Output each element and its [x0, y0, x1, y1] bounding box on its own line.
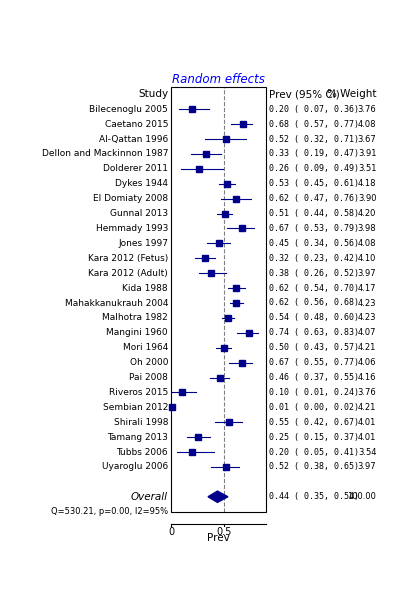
Text: 0.62 ( 0.47, 0.76): 0.62 ( 0.47, 0.76)	[269, 194, 359, 203]
Text: Prev (95% CI): Prev (95% CI)	[269, 89, 340, 100]
Text: 0.53 ( 0.45, 0.61): 0.53 ( 0.45, 0.61)	[269, 179, 359, 188]
Text: Gunnal 2013: Gunnal 2013	[110, 209, 168, 218]
Text: Kara 2012 (Fetus): Kara 2012 (Fetus)	[88, 254, 168, 263]
Text: 0.45 ( 0.34, 0.56): 0.45 ( 0.34, 0.56)	[269, 239, 359, 248]
Text: 4.23: 4.23	[358, 298, 376, 307]
Text: 100.00: 100.00	[347, 492, 376, 501]
Text: Al-Qattan 1996: Al-Qattan 1996	[99, 134, 168, 143]
Text: 4.01: 4.01	[358, 418, 376, 427]
Text: 0.38 ( 0.26, 0.52): 0.38 ( 0.26, 0.52)	[269, 269, 359, 278]
Text: Malhotra 1982: Malhotra 1982	[102, 313, 168, 322]
Text: 0.52 ( 0.38, 0.65): 0.52 ( 0.38, 0.65)	[269, 463, 359, 472]
Text: Caetano 2015: Caetano 2015	[105, 119, 168, 128]
Text: Tamang 2013: Tamang 2013	[107, 433, 168, 442]
Text: Uyaroglu 2006: Uyaroglu 2006	[102, 463, 168, 472]
Text: 4.20: 4.20	[358, 209, 376, 218]
Text: Jones 1997: Jones 1997	[118, 239, 168, 248]
Text: 4.08: 4.08	[358, 239, 376, 248]
Text: 0.67 ( 0.53, 0.79): 0.67 ( 0.53, 0.79)	[269, 224, 359, 233]
Text: Q=530.21, p=0.00, I2=95%: Q=530.21, p=0.00, I2=95%	[51, 507, 168, 516]
Text: Tubbs 2006: Tubbs 2006	[116, 448, 168, 457]
Text: Oh 2000: Oh 2000	[129, 358, 168, 367]
Text: 0.20 ( 0.07, 0.36): 0.20 ( 0.07, 0.36)	[269, 105, 359, 114]
Text: 3.76: 3.76	[357, 388, 376, 397]
Text: Random effects: Random effects	[172, 73, 265, 86]
Text: 4.17: 4.17	[358, 284, 376, 293]
Text: 3.90: 3.90	[358, 194, 376, 203]
Text: 0.44 ( 0.35, 0.54): 0.44 ( 0.35, 0.54)	[269, 492, 359, 501]
Text: 0.33 ( 0.19, 0.47): 0.33 ( 0.19, 0.47)	[269, 149, 359, 158]
Bar	[171, 87, 266, 512]
Text: Dellon and Mackinnon 1987: Dellon and Mackinnon 1987	[42, 149, 168, 158]
Polygon shape	[208, 491, 228, 502]
Text: 0: 0	[168, 527, 174, 537]
Text: El Domiaty 2008: El Domiaty 2008	[93, 194, 168, 203]
Text: Mahakkanukrauh 2004: Mahakkanukrauh 2004	[65, 298, 168, 307]
Text: Shirali 1998: Shirali 1998	[113, 418, 168, 427]
Text: 4.21: 4.21	[358, 403, 376, 412]
Text: Mangini 1960: Mangini 1960	[106, 328, 168, 337]
Text: 3.76: 3.76	[357, 105, 376, 114]
Text: Dykes 1944: Dykes 1944	[115, 179, 168, 188]
Text: 0.32 ( 0.23, 0.42): 0.32 ( 0.23, 0.42)	[269, 254, 359, 263]
Text: 4.10: 4.10	[358, 254, 376, 263]
Text: 3.98: 3.98	[358, 224, 376, 233]
Text: Pai 2008: Pai 2008	[129, 373, 168, 382]
Text: 4.08: 4.08	[358, 119, 376, 128]
Text: 0.26 ( 0.09, 0.49): 0.26 ( 0.09, 0.49)	[269, 164, 359, 173]
Text: Mori 1964: Mori 1964	[123, 343, 168, 352]
Text: 4.16: 4.16	[358, 373, 376, 382]
Text: 0.52 ( 0.32, 0.71): 0.52 ( 0.32, 0.71)	[269, 134, 359, 143]
Text: Study: Study	[138, 89, 168, 100]
Text: 0.62 ( 0.56, 0.68): 0.62 ( 0.56, 0.68)	[269, 298, 359, 307]
Text: Overall: Overall	[131, 492, 168, 502]
Text: 4.06: 4.06	[358, 358, 376, 367]
Text: 0.01 ( 0.00, 0.02): 0.01 ( 0.00, 0.02)	[269, 403, 359, 412]
Text: 0.74 ( 0.63, 0.83): 0.74 ( 0.63, 0.83)	[269, 328, 359, 337]
Text: Hemmady 1993: Hemmady 1993	[96, 224, 168, 233]
Text: 4.21: 4.21	[358, 343, 376, 352]
Text: 0.68 ( 0.57, 0.77): 0.68 ( 0.57, 0.77)	[269, 119, 359, 128]
Text: 0.67 ( 0.55, 0.77): 0.67 ( 0.55, 0.77)	[269, 358, 359, 367]
Text: Prev: Prev	[207, 533, 230, 543]
Text: 0.46 ( 0.37, 0.55): 0.46 ( 0.37, 0.55)	[269, 373, 359, 382]
Text: 0.50 ( 0.43, 0.57): 0.50 ( 0.43, 0.57)	[269, 343, 359, 352]
Text: 4.07: 4.07	[358, 328, 376, 337]
Text: 0.55 ( 0.42, 0.67): 0.55 ( 0.42, 0.67)	[269, 418, 359, 427]
Text: % Weight: % Weight	[327, 89, 376, 100]
Text: 3.97: 3.97	[358, 269, 376, 278]
Text: 4.01: 4.01	[358, 433, 376, 442]
Text: 3.97: 3.97	[358, 463, 376, 472]
Text: 3.67: 3.67	[357, 134, 376, 143]
Text: 0.10 ( 0.01, 0.24): 0.10 ( 0.01, 0.24)	[269, 388, 359, 397]
Text: Riveros 2015: Riveros 2015	[109, 388, 168, 397]
Text: 0.5: 0.5	[216, 527, 231, 537]
Text: Dolderer 2011: Dolderer 2011	[103, 164, 168, 173]
Text: 0.54 ( 0.48, 0.60): 0.54 ( 0.48, 0.60)	[269, 313, 359, 322]
Text: 0.25 ( 0.15, 0.37): 0.25 ( 0.15, 0.37)	[269, 433, 359, 442]
Text: 3.91: 3.91	[358, 149, 376, 158]
Text: Kara 2012 (Adult): Kara 2012 (Adult)	[88, 269, 168, 278]
Text: Kida 1988: Kida 1988	[122, 284, 168, 293]
Text: 3.51: 3.51	[358, 164, 376, 173]
Text: 4.18: 4.18	[358, 179, 376, 188]
Text: 3.54: 3.54	[358, 448, 376, 457]
Text: 4.23: 4.23	[358, 313, 376, 322]
Text: 0.51 ( 0.44, 0.58): 0.51 ( 0.44, 0.58)	[269, 209, 359, 218]
Text: 0.62 ( 0.54, 0.70): 0.62 ( 0.54, 0.70)	[269, 284, 359, 293]
Text: Bilecenoglu 2005: Bilecenoglu 2005	[89, 105, 168, 114]
Text: Sembian 2012: Sembian 2012	[102, 403, 168, 412]
Text: 0.20 ( 0.05, 0.41): 0.20 ( 0.05, 0.41)	[269, 448, 359, 457]
